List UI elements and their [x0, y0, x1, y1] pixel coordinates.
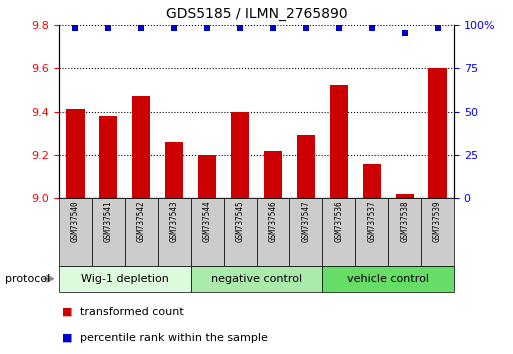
- Bar: [66, 109, 85, 198]
- Bar: [322, 266, 454, 292]
- Point: [137, 25, 145, 31]
- Point: [236, 25, 244, 31]
- Bar: [125, 198, 158, 266]
- Point: [368, 25, 376, 31]
- Text: percentile rank within the sample: percentile rank within the sample: [80, 333, 267, 343]
- Title: GDS5185 / ILMN_2765890: GDS5185 / ILMN_2765890: [166, 7, 347, 21]
- Text: transformed count: transformed count: [80, 307, 183, 316]
- Bar: [191, 198, 224, 266]
- Text: vehicle control: vehicle control: [347, 274, 429, 284]
- Text: GSM737547: GSM737547: [301, 200, 310, 242]
- Point: [401, 30, 409, 36]
- Bar: [297, 135, 315, 198]
- Text: GSM737541: GSM737541: [104, 200, 113, 242]
- Bar: [158, 198, 191, 266]
- Text: GSM737543: GSM737543: [170, 200, 179, 242]
- Text: GSM737545: GSM737545: [235, 200, 245, 242]
- Text: GSM737538: GSM737538: [400, 200, 409, 242]
- Bar: [100, 116, 117, 198]
- Bar: [355, 198, 388, 266]
- Text: ■: ■: [62, 333, 72, 343]
- Text: Wig-1 depletion: Wig-1 depletion: [81, 274, 169, 284]
- Text: negative control: negative control: [211, 274, 302, 284]
- Point: [334, 25, 343, 31]
- Bar: [231, 112, 249, 198]
- Bar: [59, 198, 92, 266]
- Bar: [363, 164, 381, 198]
- Text: GSM737537: GSM737537: [367, 200, 376, 242]
- Bar: [322, 198, 355, 266]
- Bar: [191, 266, 322, 292]
- Bar: [224, 198, 256, 266]
- Text: GSM737542: GSM737542: [137, 200, 146, 242]
- Point: [104, 25, 112, 31]
- Bar: [388, 198, 421, 266]
- Point: [170, 25, 179, 31]
- Text: GSM737539: GSM737539: [433, 200, 442, 242]
- Bar: [59, 266, 191, 292]
- Text: GSM737546: GSM737546: [268, 200, 278, 242]
- Point: [71, 25, 80, 31]
- Bar: [198, 155, 216, 198]
- Text: ■: ■: [62, 307, 72, 316]
- Text: GSM737540: GSM737540: [71, 200, 80, 242]
- Text: GSM737544: GSM737544: [203, 200, 212, 242]
- Point: [433, 25, 442, 31]
- Bar: [132, 96, 150, 198]
- Point: [302, 25, 310, 31]
- Point: [269, 25, 277, 31]
- Bar: [421, 198, 454, 266]
- Bar: [256, 198, 289, 266]
- Bar: [92, 198, 125, 266]
- Text: GSM737536: GSM737536: [334, 200, 343, 242]
- Bar: [428, 68, 447, 198]
- Bar: [289, 198, 322, 266]
- Bar: [165, 142, 183, 198]
- Bar: [396, 194, 413, 198]
- Bar: [264, 150, 282, 198]
- Bar: [330, 86, 348, 198]
- Point: [203, 25, 211, 31]
- Text: protocol: protocol: [5, 274, 50, 284]
